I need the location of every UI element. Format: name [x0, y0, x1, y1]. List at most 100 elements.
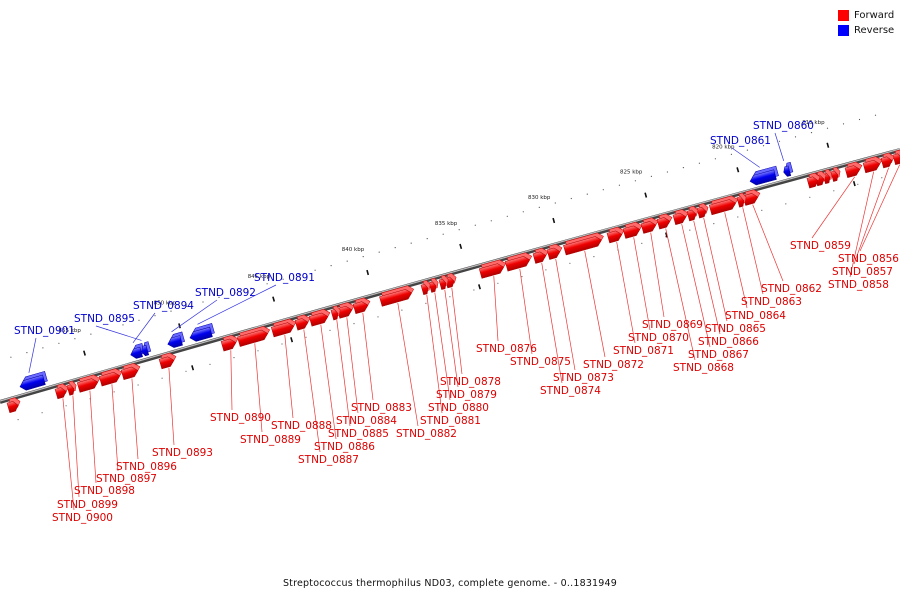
- gene-label[interactable]: STND_0896: [116, 461, 177, 473]
- gene-label[interactable]: STND_0866: [698, 336, 759, 348]
- gene-glyph[interactable]: STND_0899: [66, 380, 78, 396]
- gene-glyph[interactable]: STND_0893: [158, 352, 178, 370]
- gene-label[interactable]: STND_0874: [540, 385, 601, 397]
- gene-label[interactable]: STND_0895: [74, 313, 135, 325]
- gene-glyph[interactable]: STND_0892: [166, 331, 186, 349]
- gene-label[interactable]: STND_0864: [725, 310, 786, 322]
- gene-glyph[interactable]: STND_0863: [736, 192, 748, 208]
- gene-glyph[interactable]: STND_0865: [696, 203, 710, 219]
- gene-glyph[interactable]: STND_0870: [622, 221, 644, 239]
- gene-glyph[interactable]: STND_0880: [428, 277, 440, 293]
- gene-label[interactable]: STND_0865: [705, 323, 766, 335]
- gene-glyph[interactable]: STND_0866: [686, 205, 700, 222]
- gene-label[interactable]: STND_0887: [298, 454, 359, 466]
- gene-label[interactable]: STND_0876: [476, 343, 537, 355]
- gene-label[interactable]: STND_0880: [428, 402, 489, 414]
- gene-label[interactable]: STND_0881: [420, 415, 481, 427]
- gene-glyph[interactable]: STND_0862: [742, 188, 762, 206]
- gene-label[interactable]: STND_0869: [642, 319, 703, 331]
- gene-label[interactable]: STND_0878: [440, 376, 501, 388]
- gene-glyph[interactable]: STND_0896: [120, 362, 142, 381]
- gene-glyph[interactable]: STND_0871: [606, 226, 626, 244]
- gene-label[interactable]: STND_0888: [271, 420, 332, 432]
- gene-glyph[interactable]: STND_0886: [308, 308, 332, 327]
- gene-glyph[interactable]: STND_0898: [76, 374, 102, 393]
- gene-label[interactable]: STND_0900: [52, 512, 113, 524]
- gene-label[interactable]: STND_0870: [628, 332, 689, 344]
- gene-glyph[interactable]: STND_0890: [220, 334, 240, 352]
- gene-glyph[interactable]: STND_0882: [379, 284, 416, 307]
- gene-glyph[interactable]: STND_0857: [880, 152, 896, 169]
- scale-dot: [26, 352, 28, 354]
- scale-dot: [185, 370, 187, 372]
- scale-dot: [506, 215, 508, 217]
- gene-glyph[interactable]: STND_0869: [640, 216, 660, 234]
- gene-glyph[interactable]: STND_0881: [420, 280, 432, 296]
- gene-glyph[interactable]: [830, 166, 842, 182]
- gene-glyph[interactable]: STND_0876: [478, 259, 507, 279]
- gene-glyph[interactable]: STND_0874: [532, 247, 550, 264]
- gene-glyph[interactable]: STND_0868: [656, 213, 674, 230]
- gene-glyph[interactable]: STND_0891: [188, 323, 216, 342]
- gene-label[interactable]: STND_0879: [436, 389, 497, 401]
- gene-glyph-body: [352, 301, 369, 315]
- gene-glyph[interactable]: STND_0872: [563, 232, 606, 256]
- gene-label[interactable]: STND_0873: [553, 372, 614, 384]
- gene-label[interactable]: STND_0868: [673, 362, 734, 374]
- gene-label[interactable]: STND_0872: [583, 359, 644, 371]
- gene-glyph[interactable]: STND_0887: [294, 314, 312, 331]
- gene-glyph[interactable]: STND_0859: [844, 161, 864, 178]
- gene-label[interactable]: STND_0871: [613, 345, 674, 357]
- gene-glyph[interactable]: STND_0884: [336, 301, 356, 319]
- gene-glyph[interactable]: STND_0897: [98, 367, 124, 387]
- gene-glyph[interactable]: STND_0901: [18, 370, 49, 391]
- gene-label[interactable]: STND_0863: [741, 296, 802, 308]
- gene-label[interactable]: STND_0885: [328, 428, 389, 440]
- gene-label[interactable]: STND_0891: [254, 272, 315, 284]
- gene-label[interactable]: STND_0886: [314, 441, 375, 453]
- gene-glyph[interactable]: STND_0885: [330, 305, 342, 321]
- gene-glyph-body: [686, 209, 697, 222]
- gene-label[interactable]: STND_0862: [761, 283, 822, 295]
- gene-glyph[interactable]: STND_0858: [862, 155, 884, 174]
- gene-label[interactable]: STND_0897: [96, 473, 157, 485]
- gene-glyph[interactable]: STND_0900: [54, 383, 70, 400]
- gene-label[interactable]: STND_0894: [133, 300, 194, 312]
- gene-label[interactable]: STND_0890: [210, 412, 271, 424]
- gene-glyph[interactable]: STND_0883: [352, 297, 372, 315]
- gene-glyph[interactable]: STND_0879: [438, 275, 450, 290]
- scale-dot: [281, 343, 283, 345]
- gene-label[interactable]: STND_0859: [790, 240, 851, 252]
- gene-glyph[interactable]: STND_0895: [139, 341, 152, 357]
- scale-dot: [353, 323, 355, 325]
- gene-glyph[interactable]: STND_0861: [748, 165, 779, 186]
- gene-label[interactable]: STND_0898: [74, 485, 135, 497]
- gene-label[interactable]: STND_0867: [688, 349, 749, 361]
- gene-label[interactable]: STND_0857: [832, 266, 893, 278]
- gene-glyph[interactable]: STND_0873: [546, 243, 564, 260]
- gene-label[interactable]: STND_0901: [14, 325, 75, 337]
- gene-label[interactable]: STND_0889: [240, 434, 301, 446]
- gene-label[interactable]: STND_0883: [351, 402, 412, 414]
- gene-glyph[interactable]: STND_0888: [270, 318, 298, 338]
- gene-glyph[interactable]: [6, 397, 22, 414]
- gene-label[interactable]: STND_0884: [336, 415, 397, 427]
- gene-glyph[interactable]: STND_0864: [708, 195, 739, 216]
- gene-label[interactable]: STND_0860: [753, 120, 814, 132]
- gene-label[interactable]: STND_0875: [510, 356, 571, 368]
- leader-line: [752, 204, 784, 282]
- gene-glyph[interactable]: [806, 172, 822, 189]
- gene-glyph[interactable]: STND_0867: [672, 208, 690, 226]
- gene-label[interactable]: STND_0893: [152, 447, 213, 459]
- gene-glyph[interactable]: STND_0889: [237, 325, 272, 347]
- gene-label[interactable]: STND_0856: [838, 253, 899, 265]
- gene-label[interactable]: STND_0861: [710, 135, 771, 147]
- gene-glyph[interactable]: STND_0875: [504, 251, 533, 272]
- gene-label[interactable]: STND_0858: [828, 279, 889, 291]
- gene-label[interactable]: STND_0899: [57, 499, 118, 511]
- gene-label[interactable]: STND_0882: [396, 428, 457, 440]
- scale-dot: [330, 265, 332, 267]
- gene-label[interactable]: STND_0892: [195, 287, 256, 299]
- gene-glyph[interactable]: STND_0860: [782, 161, 794, 177]
